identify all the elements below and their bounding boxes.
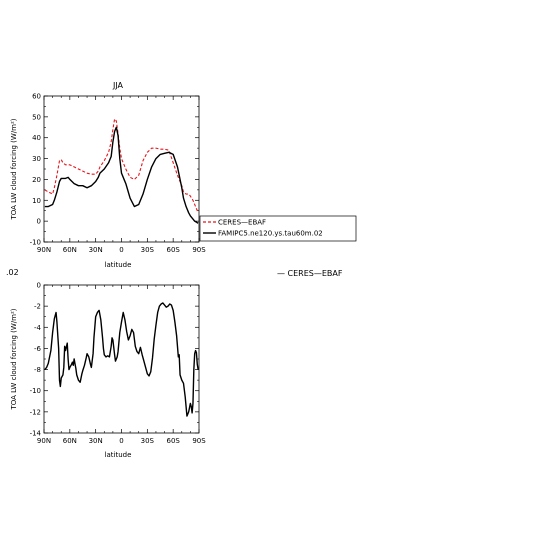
top-xtick-label: 90N [37, 246, 51, 254]
top-xtick-label: 30N [89, 246, 103, 254]
top-series [44, 118, 199, 224]
bottom-ytick-label: -12 [30, 408, 41, 416]
legend-entry-model: FAMIPC5.ne120.ys.tau60m.02 [218, 230, 323, 238]
bottom-xtick-label: 30N [89, 437, 103, 445]
fragment-left: .02 [6, 268, 19, 277]
top-ytick-label: -10 [30, 239, 41, 247]
legend-entry-ceres: CERES—EBAF [218, 219, 266, 227]
bottom-ytick-label: -6 [34, 345, 42, 353]
top-series-model-line [44, 126, 199, 224]
top-series-ceres-line [44, 118, 199, 214]
top-ytick-label: 10 [32, 197, 41, 205]
bottom-series-model-line [44, 302, 199, 417]
top-xtick-label: 0 [119, 246, 123, 254]
top-ytick-label: 20 [32, 176, 41, 184]
bottom-xtick-label: 60N [63, 437, 77, 445]
top-xtick-label: 30S [141, 246, 155, 254]
top-ytick-label: 30 [32, 155, 41, 163]
bottom-ticks: 90N 60N 30N 0 30S 60S 90S -14 -12 -10 -8 -6 -4 -2 0 [30, 282, 207, 446]
bottom-series [44, 302, 199, 417]
top-xtick-label: 60N [63, 246, 77, 254]
legend: CERES—EBAF FAMIPC5.ne120.ys.tau60m.02 [199, 215, 357, 242]
bottom-panel: 90N 60N 30N 0 30S 60S 90S -14 -12 -10 -8 -6 -4 -2 0 la… [10, 282, 206, 460]
legend-frame [199, 215, 357, 242]
top-xtick-label: 60S [166, 246, 180, 254]
bottom-plot-frame [43, 284, 200, 434]
top-xtick-label: 90S [192, 246, 206, 254]
bottom-ylabel: TOA LW cloud forcing (W/m²) [10, 308, 18, 410]
bottom-xtick-label: 0 [119, 437, 123, 445]
top-xlabel: latitude [105, 261, 132, 269]
bottom-xtick-label: 90N [37, 437, 51, 445]
fragment-right: — CERES—EBAF [277, 269, 343, 278]
top-panel-title: JJA [112, 81, 124, 90]
top-panel: JJA 90N 60N 30N 0 30S 60S 90S-100102030405060 … [10, 81, 206, 269]
bottom-xlabel: latitude [105, 451, 132, 459]
top-ytick-label: 40 [32, 134, 41, 142]
bottom-ytick-label: -2 [34, 303, 41, 311]
top-ytick-label: 50 [32, 113, 41, 121]
bottom-xtick-label: 60S [166, 437, 180, 445]
bottom-ytick-label: -10 [30, 387, 41, 395]
bottom-ytick-label: -8 [34, 366, 41, 374]
bottom-ytick-label: -4 [34, 324, 42, 332]
bottom-xtick-label: 90S [192, 437, 206, 445]
bottom-ytick-label: 0 [37, 282, 41, 290]
top-ylabel: TOA LW cloud forcing (W/m²) [10, 118, 18, 220]
bottom-xtick-label: 30S [141, 437, 155, 445]
top-ticks: 90N 60N 30N 0 30S 60S 90S -10 0 10 20 30 40 50 60 [30, 93, 207, 255]
top-ytick-label: 60 [32, 93, 41, 101]
top-ytick-label: 0 [37, 218, 41, 226]
bottom-ytick-label: -14 [30, 430, 42, 438]
